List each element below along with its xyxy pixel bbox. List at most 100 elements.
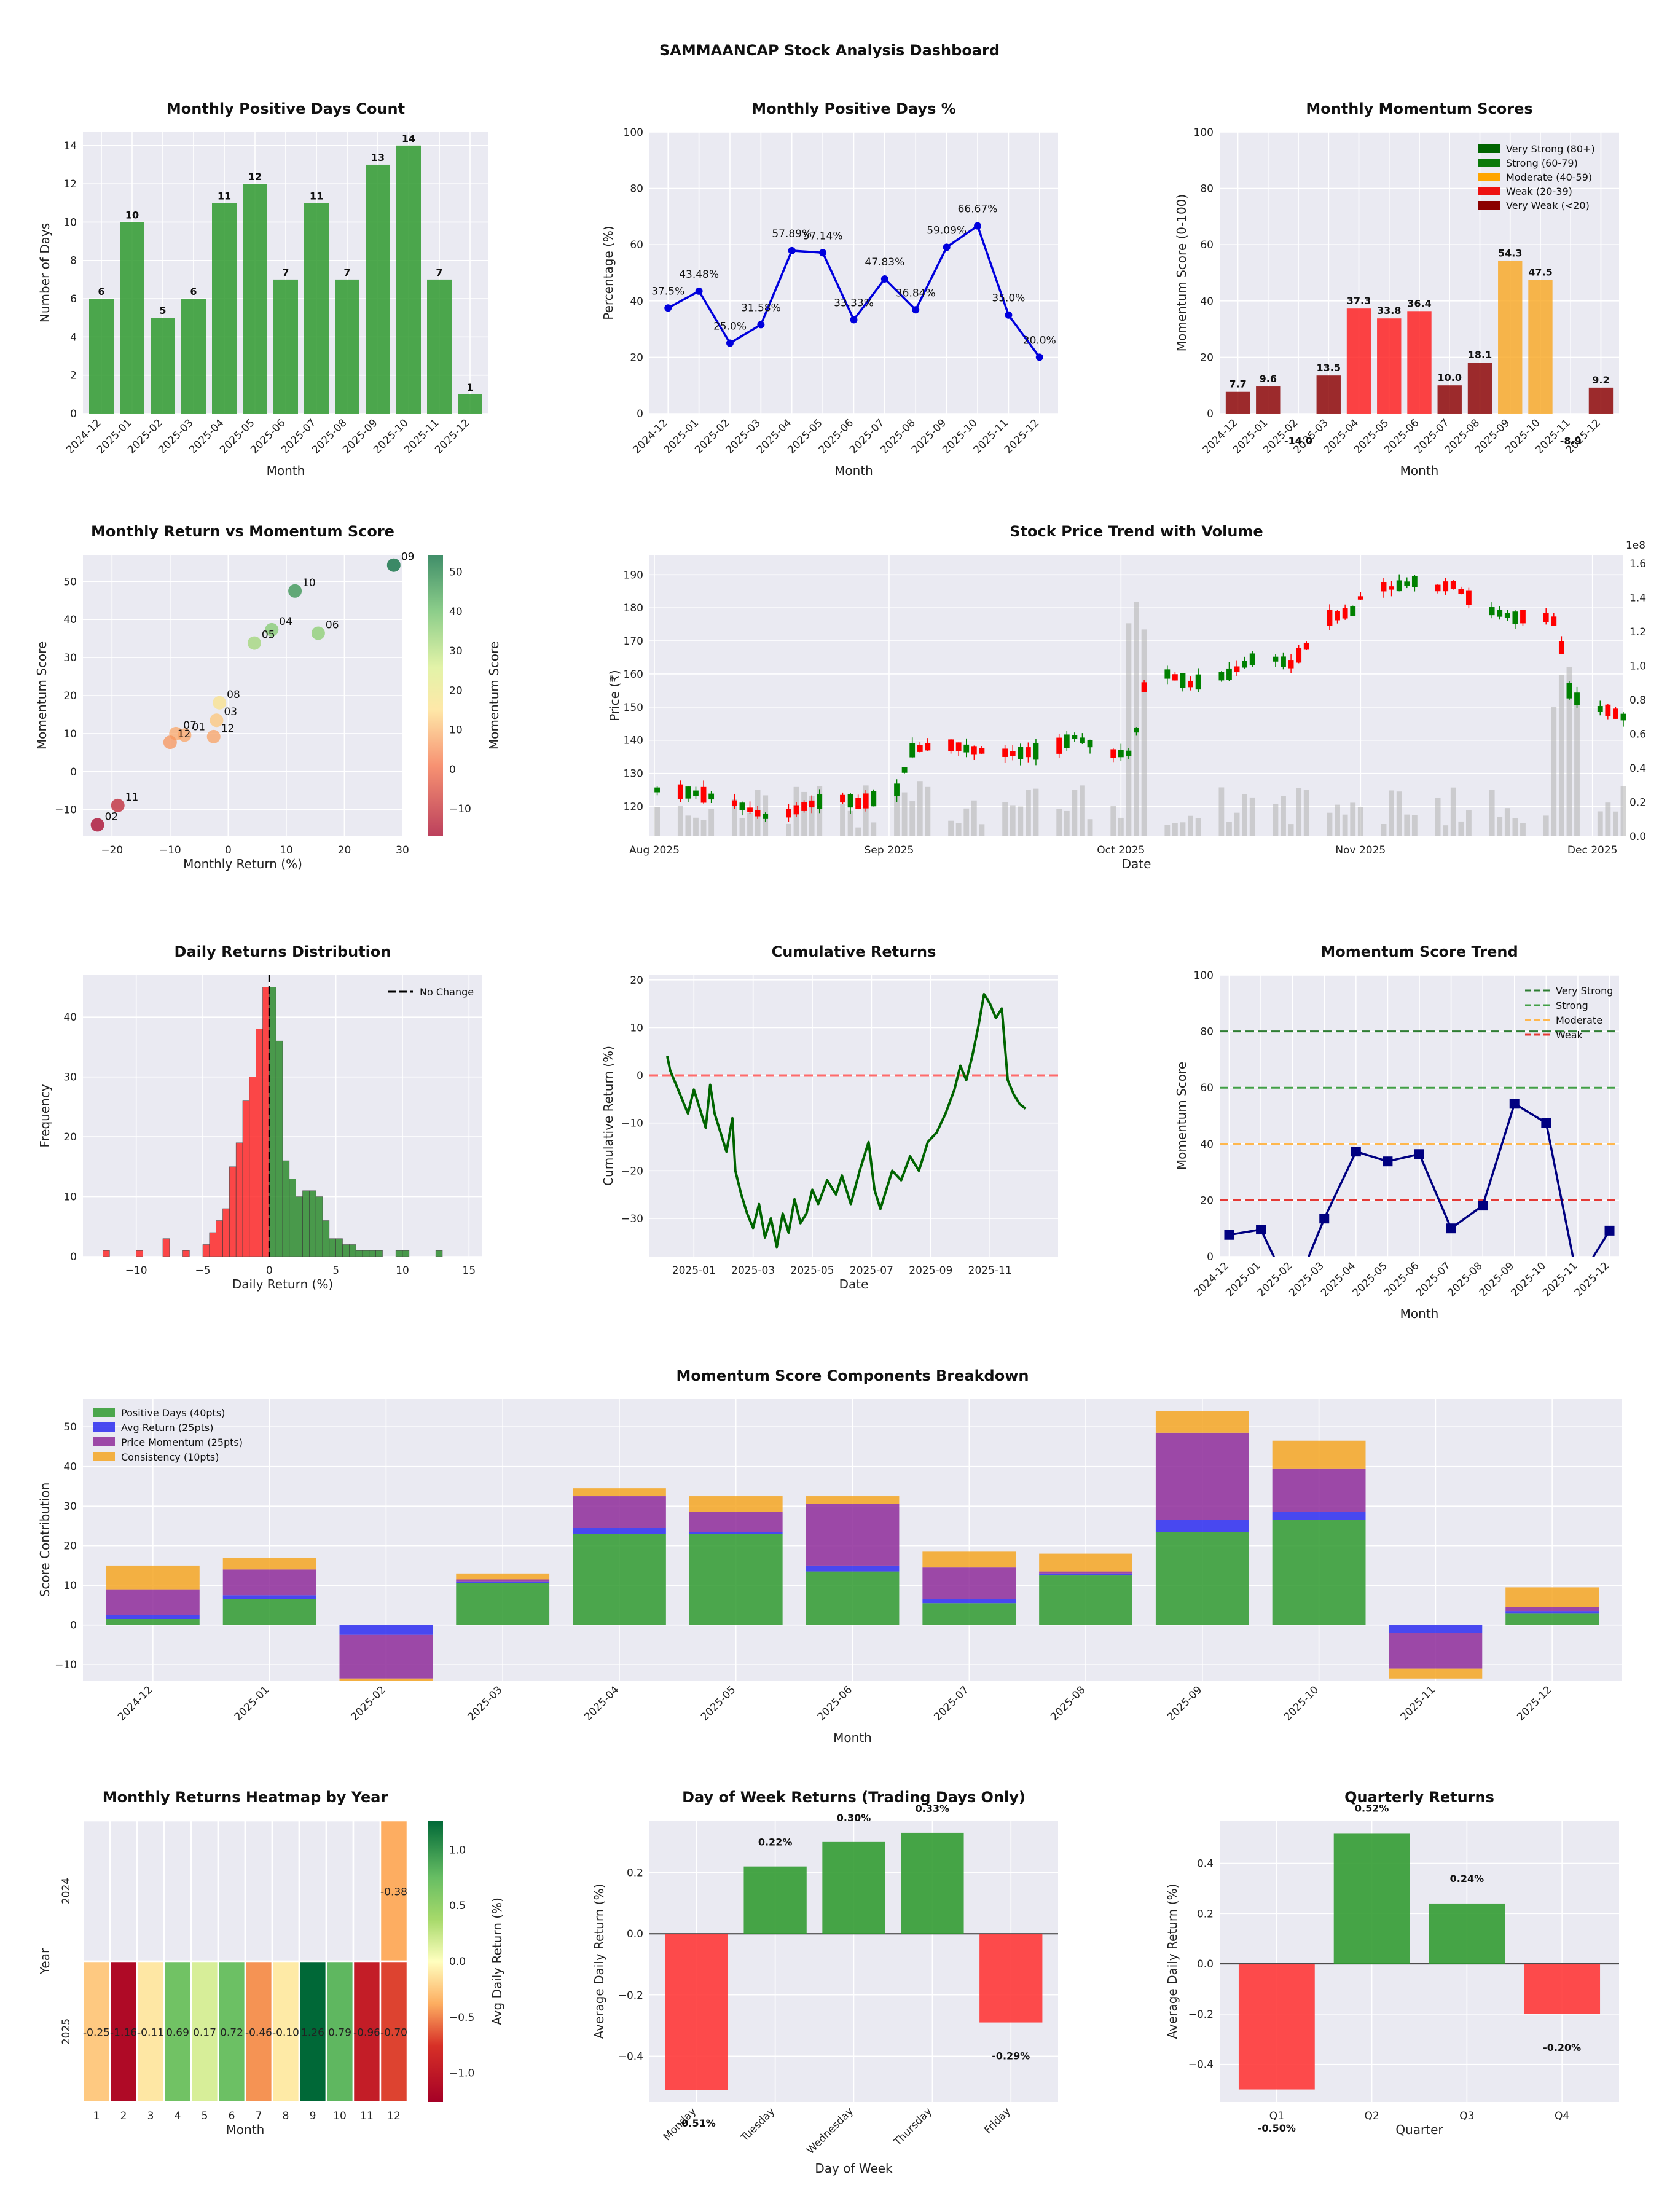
point-label: 57.14% [803,230,843,242]
volume-bar [1411,815,1418,836]
bar [243,184,267,414]
x-axis-label: Month [226,2122,265,2137]
point-label: 25.0% [713,321,747,333]
stacked-bars [106,1411,1599,1681]
x-tick-label: 3 [147,2110,154,2122]
bar [1377,318,1402,414]
y-axis-label: Average Daily Return (%) [592,1884,606,2039]
candle-body [1450,580,1456,589]
y-axis-label: Number of Days [37,223,52,323]
legend-label: Very Weak (<20) [1506,200,1590,211]
candle-body [1327,610,1333,626]
volume-bar [1381,823,1387,836]
scatter-point [90,818,104,832]
bar [1524,1964,1601,2014]
candle-body [1118,750,1124,758]
stacked-segment [106,1589,200,1615]
volume-bar [1188,815,1193,836]
chart-day-of-week-returns: Day of Week Returns (Trading Days Only) D… [592,1789,1058,2176]
y-tick-label: 10 [63,1580,77,1592]
trend-marker [1224,1230,1234,1240]
candle-body [1164,669,1171,679]
bar [89,299,114,414]
x-axis-label: Quarter [1395,2122,1443,2137]
y-tick-label: 150 [624,702,643,714]
volume-bar [1613,811,1618,836]
point-label: 36.84% [896,287,936,299]
x-tick-label: Oct 2025 [1097,844,1145,857]
y-tick-label: 10 [63,216,77,229]
y-axis-label: Score Contribution [37,1483,52,1598]
candle-body [1273,656,1279,662]
volume-bar [1303,790,1309,836]
bar-value-label: -0.50% [1258,2122,1296,2134]
histogram-bin [349,1244,356,1257]
data-point [664,304,672,312]
stacked-segment [1505,1587,1599,1607]
x-tick-label: 10 [396,1265,409,1277]
point-label: 33.33% [834,297,874,309]
y-tick-label: 100 [1194,127,1214,139]
bar-value-label: 13 [371,152,385,163]
heatmap-cell-label: -0.25 [83,2027,110,2039]
stacked-segment [922,1551,1016,1568]
bar [1588,387,1614,414]
point-label: 06 [326,619,339,631]
y-tick-label: 100 [1194,970,1214,982]
bar-value-label: 13.5 [1317,362,1341,374]
volume-bar [708,809,715,836]
bar-value-label: 12 [248,171,262,182]
trend-marker [1604,1225,1615,1236]
y-tick-label: 0.2 [627,1867,643,1880]
y-tick-label: 0 [70,1251,77,1263]
y-axis-label: Momentum Score [34,641,49,750]
legend-label: Strong [1556,1000,1588,1011]
candle-body [1249,653,1255,665]
y-tick-label: 40 [63,1461,77,1473]
volume-exponent: 1e8 [1626,539,1645,552]
candle-body [1551,616,1557,626]
volume-bar [1435,798,1441,836]
y-tick-label: 6 [70,293,77,305]
volume-bar [1620,786,1626,836]
point-label: 02 [105,810,119,823]
candle-body [1288,660,1294,669]
histogram-bin [222,1208,230,1257]
legend-label: Moderate [1556,1014,1602,1026]
volume-tick-label: 0.2 [1630,796,1646,809]
stacked-segment [573,1496,666,1528]
candle-body [1435,584,1441,592]
point-label: 37.5% [651,285,684,297]
heatmap-cell-label: -0.10 [272,2027,299,2039]
y-axis-label: Cumulative Return (%) [601,1046,616,1186]
volume-tick-label: 0.8 [1630,694,1646,707]
scatter-point [265,622,279,637]
legend-swatch [93,1422,115,1432]
x-tick-label: 2 [120,2110,127,2122]
heatmap-cell [298,1819,327,1963]
y-axis-label: Momentum Score (0-100) [1174,194,1189,351]
volume-bar [1350,802,1356,836]
x-tick-label: 2025-11 [968,1265,1012,1277]
x-tick-label: 12 [387,2110,401,2122]
colorbar-tick: 0.0 [449,1956,466,1968]
histogram-bin [375,1250,383,1257]
y-tick-label: 50 [63,576,77,588]
y-tick-label: 140 [624,735,643,747]
x-tick-label: Wednesday [804,2105,856,2157]
x-tick-label: 2025-07 [850,1265,893,1277]
legend-swatch [1478,144,1500,153]
chart-title: Monthly Momentum Scores [1306,100,1532,117]
y-tick-label: 10 [63,1191,77,1204]
candle-body [763,814,769,819]
scatter-point [206,729,221,743]
heatmap-cell [379,1960,409,2103]
bar-value-label: 0.33% [916,1803,950,1814]
x-tick-label: 2025-03 [465,1684,504,1723]
volume-bar [1450,787,1456,836]
chart-title: Monthly Returns Heatmap by Year [103,1789,388,1806]
point-label: 57.89% [772,228,812,240]
volume-bar [1543,815,1549,836]
stacked-segment [806,1504,900,1566]
heatmap-cell [217,1819,246,1963]
